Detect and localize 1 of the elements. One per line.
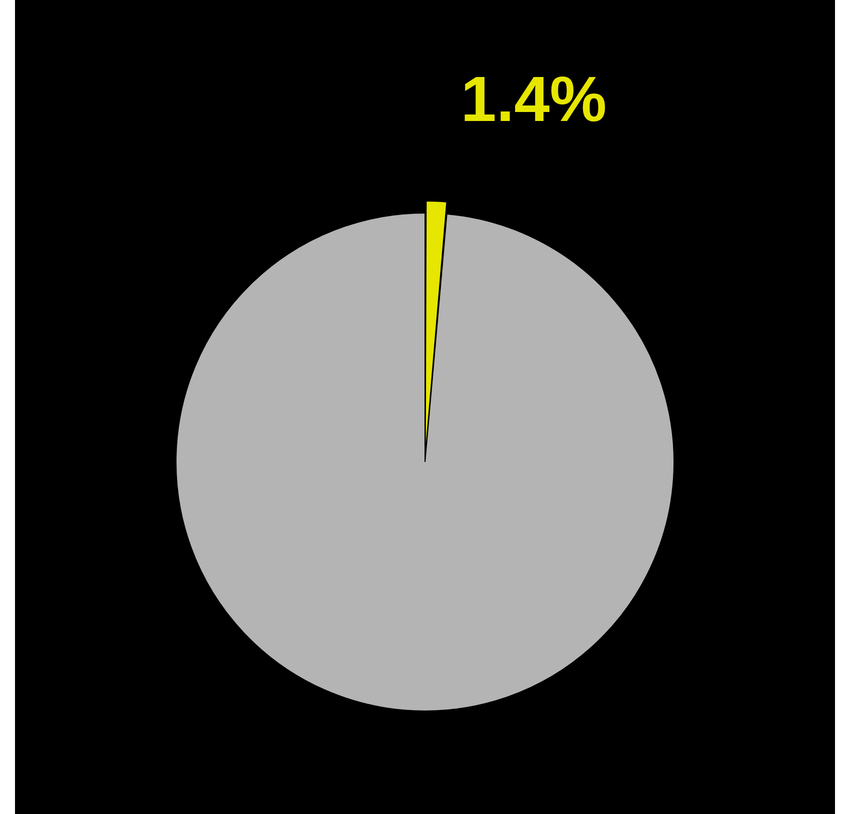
data-label: 1.4% [460,62,607,135]
